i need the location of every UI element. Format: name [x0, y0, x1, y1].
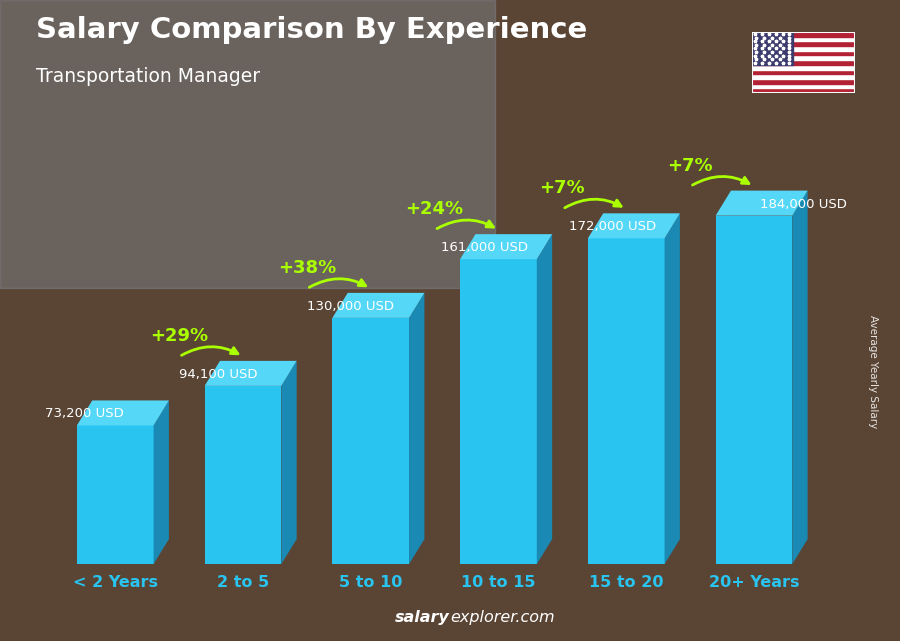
Polygon shape — [154, 401, 169, 564]
Text: salary: salary — [395, 610, 450, 625]
Text: 130,000 USD: 130,000 USD — [307, 300, 394, 313]
Bar — [752, 32, 855, 37]
Bar — [752, 88, 855, 93]
Bar — [752, 46, 855, 51]
Polygon shape — [792, 190, 807, 564]
Text: +38%: +38% — [278, 259, 336, 277]
Bar — [204, 386, 282, 564]
Text: 161,000 USD: 161,000 USD — [441, 241, 528, 254]
Bar — [752, 32, 793, 65]
Bar — [588, 238, 664, 564]
Text: Transportation Manager: Transportation Manager — [36, 67, 260, 87]
Text: +7%: +7% — [539, 179, 585, 197]
Polygon shape — [716, 190, 807, 215]
Polygon shape — [410, 293, 425, 564]
Bar — [752, 60, 855, 65]
Polygon shape — [588, 213, 680, 238]
Text: 94,100 USD: 94,100 USD — [179, 368, 257, 381]
Polygon shape — [460, 234, 552, 259]
Text: Average Yearly Salary: Average Yearly Salary — [868, 315, 878, 428]
Text: explorer.com: explorer.com — [450, 610, 554, 625]
Polygon shape — [76, 401, 169, 426]
Text: Salary Comparison By Experience: Salary Comparison By Experience — [36, 16, 587, 44]
Text: +7%: +7% — [667, 156, 713, 174]
Polygon shape — [282, 361, 297, 564]
Bar — [752, 65, 855, 69]
Bar — [752, 83, 855, 88]
Bar — [752, 51, 855, 56]
Text: 73,200 USD: 73,200 USD — [45, 408, 124, 420]
Text: 184,000 USD: 184,000 USD — [760, 197, 847, 211]
Polygon shape — [204, 361, 297, 386]
Text: +24%: +24% — [406, 200, 464, 218]
Polygon shape — [536, 234, 552, 564]
Polygon shape — [664, 213, 680, 564]
Bar — [752, 42, 855, 46]
Bar — [76, 426, 154, 564]
Bar — [752, 37, 855, 42]
Bar — [460, 259, 536, 564]
Text: +29%: +29% — [150, 327, 208, 345]
Bar — [752, 69, 855, 74]
Bar — [752, 79, 855, 83]
Text: 172,000 USD: 172,000 USD — [569, 221, 656, 233]
Bar — [332, 318, 410, 564]
Bar — [752, 74, 855, 79]
Polygon shape — [332, 293, 425, 318]
Bar — [716, 215, 792, 564]
Bar — [752, 56, 855, 60]
